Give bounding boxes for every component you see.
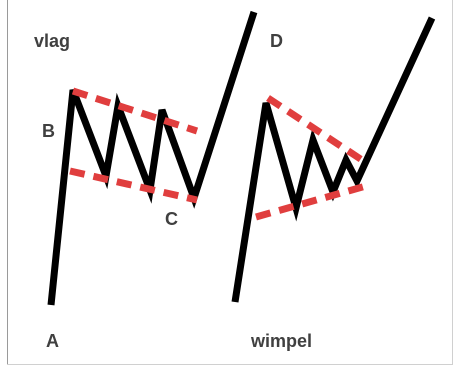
pennant-lower-trendline — [255, 182, 367, 221]
pennant-pattern — [231, 16, 436, 303]
label-b: B — [42, 121, 55, 141]
flag-upper-trendline — [71, 87, 199, 135]
label-vlag: vlag — [34, 31, 70, 51]
flag-pattern — [47, 10, 258, 306]
label-wimpel: wimpel — [250, 331, 312, 351]
frame-border-left — [7, 0, 8, 365]
label-c: C — [165, 209, 178, 229]
label-a: A — [46, 331, 59, 351]
pennant-price-line — [231, 16, 436, 303]
label-d: D — [270, 31, 283, 51]
flag-price-line — [47, 10, 258, 306]
frame-border-right — [452, 0, 453, 365]
pennant-upper-trendline — [266, 95, 364, 163]
flag-lower-trendline — [69, 167, 198, 204]
